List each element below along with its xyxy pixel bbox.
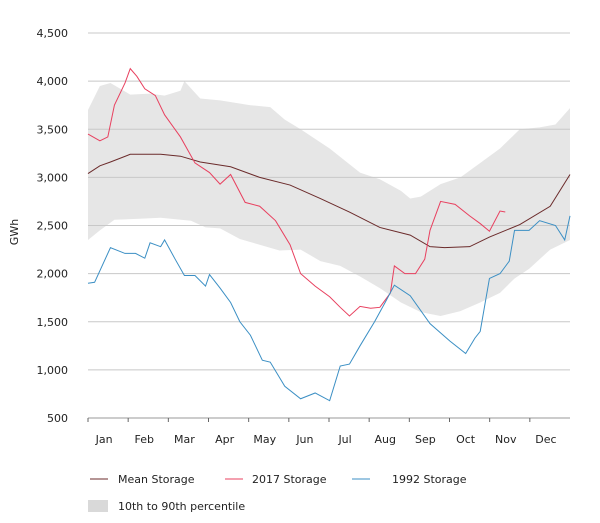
- y-axis-label: GWh: [8, 219, 21, 245]
- legend-label: 2017 Storage: [252, 473, 327, 486]
- x-tick-label: Aug: [375, 433, 396, 446]
- legend-label: Mean Storage: [118, 473, 195, 486]
- y-tick-label: 3,500: [37, 123, 69, 136]
- x-tick-label: Jul: [337, 433, 351, 446]
- y-tick-label: 3,000: [37, 171, 69, 184]
- series-line-2017-storage: [87, 67, 506, 317]
- x-tick-label: Jun: [295, 433, 313, 446]
- legend-label: 10th to 90th percentile: [118, 500, 245, 513]
- y-tick-label: 4,000: [37, 75, 69, 88]
- x-tick-label: Oct: [456, 433, 476, 446]
- series-line-1992-storage: [87, 215, 571, 402]
- x-tick-label: Apr: [215, 433, 235, 446]
- x-tick-label: Feb: [135, 433, 154, 446]
- legend-swatch-band: [88, 500, 108, 512]
- y-tick-label: 4,500: [37, 27, 69, 40]
- y-tick-label: 1,500: [37, 316, 69, 329]
- series-line-mean-storage: [87, 153, 571, 249]
- y-tick-label: 500: [47, 412, 68, 425]
- legend: Mean Storage 2017 Storage 1992 Storage 10th…: [88, 473, 467, 513]
- x-tick-label: May: [253, 433, 276, 446]
- x-tick-label: Nov: [495, 433, 517, 446]
- x-tick-label: Dec: [535, 433, 556, 446]
- x-tick-label: Sep: [415, 433, 436, 446]
- percentile-band: [88, 81, 570, 316]
- x-tick-label: Jan: [95, 433, 113, 446]
- y-tick-label: 2,500: [37, 220, 69, 233]
- y-tick-label: 2,000: [37, 268, 69, 281]
- x-tick-label: Mar: [174, 433, 195, 446]
- legend-label: 1992 Storage: [392, 473, 467, 486]
- y-tick-label: 1,000: [37, 364, 69, 377]
